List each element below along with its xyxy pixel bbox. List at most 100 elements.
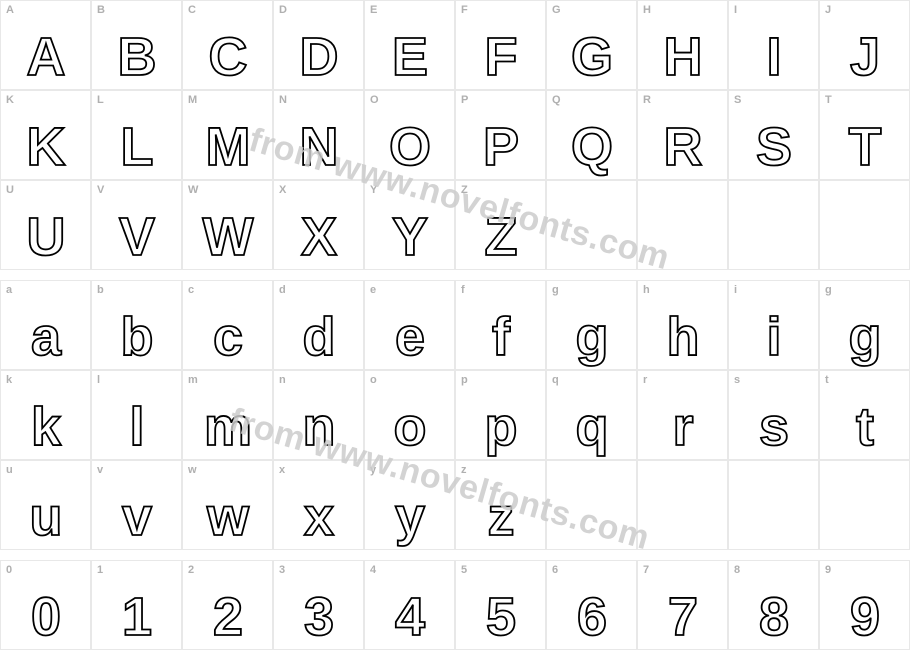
glyph-cell: 77: [637, 560, 728, 650]
cell-label: 7: [643, 564, 649, 576]
cell-label: U: [6, 184, 14, 196]
glyph-cell: XX: [273, 180, 364, 270]
glyph-character: r: [672, 400, 692, 454]
glyph-character: Q: [571, 120, 612, 174]
glyph-cell: vv: [91, 460, 182, 550]
glyph-cell: 22: [182, 560, 273, 650]
glyph-cell: kk: [0, 370, 91, 460]
glyph-character: F: [485, 30, 517, 84]
glyph-cell: ii: [728, 280, 819, 370]
glyph-row: aabbccddeeffgghhiigg: [0, 280, 911, 370]
cell-label: 5: [461, 564, 467, 576]
cell-label: W: [188, 184, 198, 196]
empty-cell: [637, 180, 728, 270]
glyph-cell: 99: [819, 560, 910, 650]
glyph-cell: MM: [182, 90, 273, 180]
glyph-cell: EE: [364, 0, 455, 90]
cell-label: P: [461, 94, 468, 106]
glyph-cell: dd: [273, 280, 364, 370]
cell-label: 6: [552, 564, 558, 576]
cell-label: r: [643, 374, 647, 386]
glyph-character: h: [667, 310, 699, 364]
glyph-row: UUVVWWXXYYZZ: [0, 180, 911, 270]
glyph-character: 7: [668, 590, 697, 644]
glyph-cell: JJ: [819, 0, 910, 90]
glyph-character: U: [27, 210, 65, 264]
glyph-cell: 44: [364, 560, 455, 650]
glyph-cell: AA: [0, 0, 91, 90]
glyph-character: k: [31, 400, 60, 454]
cell-label: T: [825, 94, 832, 106]
cell-label: c: [188, 284, 194, 296]
cell-label: E: [370, 4, 377, 16]
glyph-character: 5: [486, 590, 515, 644]
glyph-character: A: [27, 30, 65, 84]
cell-label: O: [370, 94, 379, 106]
cell-label: k: [6, 374, 12, 386]
glyph-cell: mm: [182, 370, 273, 460]
cell-label: p: [461, 374, 468, 386]
cell-label: J: [825, 4, 831, 16]
cell-label: x: [279, 464, 285, 476]
glyph-character: B: [118, 30, 156, 84]
cell-label: V: [97, 184, 104, 196]
glyph-cell: LL: [91, 90, 182, 180]
glyph-character: z: [488, 490, 514, 544]
glyph-character: g: [849, 310, 881, 364]
glyph-character: K: [27, 120, 65, 174]
glyph-cell: 00: [0, 560, 91, 650]
cell-label: y: [370, 464, 376, 476]
cell-label: L: [97, 94, 104, 106]
glyph-character: Y: [392, 210, 427, 264]
glyph-character: G: [571, 30, 612, 84]
cell-label: A: [6, 4, 14, 16]
cell-label: R: [643, 94, 651, 106]
cell-label: d: [279, 284, 286, 296]
cell-label: Y: [370, 184, 377, 196]
glyph-character: H: [664, 30, 702, 84]
cell-label: s: [734, 374, 740, 386]
glyph-cell: ll: [91, 370, 182, 460]
glyph-character: d: [303, 310, 335, 364]
empty-cell: [728, 180, 819, 270]
glyph-character: L: [121, 120, 153, 174]
glyph-character: E: [392, 30, 427, 84]
empty-cell: [819, 180, 910, 270]
cell-label: M: [188, 94, 197, 106]
glyph-character: 1: [122, 590, 151, 644]
glyph-cell: WW: [182, 180, 273, 270]
glyph-cell: OO: [364, 90, 455, 180]
glyph-character: D: [300, 30, 338, 84]
glyph-character: o: [394, 400, 426, 454]
glyph-character: P: [483, 120, 518, 174]
cell-label: o: [370, 374, 377, 386]
glyph-character: c: [213, 310, 242, 364]
glyph-character: S: [756, 120, 791, 174]
cell-label: B: [97, 4, 105, 16]
cell-label: f: [461, 284, 465, 296]
glyph-cell: ee: [364, 280, 455, 370]
cell-label: q: [552, 374, 559, 386]
cell-label: C: [188, 4, 196, 16]
glyph-cell: tt: [819, 370, 910, 460]
cell-label: v: [97, 464, 103, 476]
cell-label: h: [643, 284, 650, 296]
glyph-cell: nn: [273, 370, 364, 460]
glyph-cell: cc: [182, 280, 273, 370]
glyph-row: KKLLMMNNOOPPQQRRSSTT: [0, 90, 911, 180]
glyph-cell: pp: [455, 370, 546, 460]
cell-label: D: [279, 4, 287, 16]
cell-label: m: [188, 374, 198, 386]
glyph-cell: SS: [728, 90, 819, 180]
glyph-character: R: [664, 120, 702, 174]
glyph-character: u: [30, 490, 62, 544]
glyph-cell: KK: [0, 90, 91, 180]
glyph-row: 00112233445566778899: [0, 560, 911, 650]
cell-label: Q: [552, 94, 561, 106]
glyph-character: W: [203, 210, 253, 264]
cell-label: H: [643, 4, 651, 16]
cell-label: 1: [97, 564, 103, 576]
glyph-character: s: [759, 400, 788, 454]
glyph-cell: rr: [637, 370, 728, 460]
glyph-character: 6: [577, 590, 606, 644]
